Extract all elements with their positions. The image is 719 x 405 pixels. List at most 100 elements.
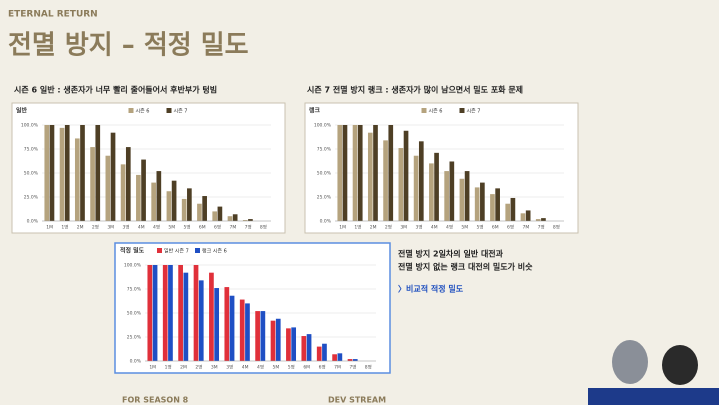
bar <box>337 125 343 221</box>
bar <box>227 216 233 221</box>
x-tick-label: 5M <box>461 225 468 231</box>
bar <box>181 198 187 221</box>
x-tick-label: 4명 <box>257 364 264 371</box>
x-tick-label: 7M <box>334 365 341 371</box>
bar <box>198 280 204 361</box>
bar <box>434 152 439 221</box>
bar <box>141 159 146 221</box>
note-line: 전멸 방지 2일차의 일반 대전과 <box>398 249 504 259</box>
bar <box>171 180 177 221</box>
y-tick-label: 0.0% <box>27 219 39 225</box>
bar <box>352 125 358 221</box>
bar <box>105 155 111 221</box>
x-tick-label: 6M <box>492 225 499 231</box>
bar <box>286 328 291 361</box>
x-tick-label: 6M <box>303 365 310 371</box>
x-tick-label: 8명 <box>365 364 372 371</box>
bar <box>459 178 465 221</box>
x-tick-label: 2M <box>370 225 377 231</box>
bar <box>49 125 55 221</box>
x-tick-label: 1M <box>149 365 156 371</box>
legend-label: 랭크 시즌 6 <box>202 248 227 255</box>
legend-swatch <box>421 108 427 113</box>
bar <box>209 272 214 361</box>
note-line: 전멸 방지 없는 랭크 대전의 밀도가 비슷 <box>398 262 533 272</box>
x-tick-label: 6명 <box>507 224 514 231</box>
x-tick-label: 2M <box>180 365 187 371</box>
bar <box>291 327 297 361</box>
x-tick-label: 2명 <box>385 224 392 231</box>
x-tick-label: 5M <box>273 365 280 371</box>
bar <box>242 220 248 221</box>
legend-label: 시즌 7 <box>174 109 188 115</box>
bar <box>245 303 250 361</box>
x-tick-label: 1M <box>339 225 346 231</box>
bar <box>495 188 500 221</box>
chart-frame <box>304 102 579 234</box>
brand: ETERNAL RETURN <box>8 10 98 20</box>
y-tick-label: 75.0% <box>127 287 142 293</box>
bar <box>162 265 168 361</box>
bar <box>120 164 126 221</box>
footer-right: DEV STREAM <box>328 396 386 405</box>
bar <box>168 265 173 361</box>
bar <box>90 147 95 221</box>
bar <box>332 354 337 361</box>
y-tick-label: 25.0% <box>24 195 39 201</box>
y-tick-label: 100.0% <box>21 123 39 129</box>
bar <box>398 148 404 221</box>
bar <box>197 203 202 221</box>
x-tick-label: 3M <box>400 225 407 231</box>
bar <box>474 187 480 221</box>
legend-swatch <box>166 108 172 113</box>
bar <box>520 213 526 221</box>
bar <box>260 311 266 361</box>
bar <box>74 138 80 221</box>
bar <box>413 155 419 221</box>
bar <box>217 206 223 221</box>
chart-title: 적정 밀도 <box>120 247 145 255</box>
bar <box>464 171 470 221</box>
y-tick-label: 75.0% <box>317 147 332 153</box>
x-tick-label: 7M <box>522 225 529 231</box>
bar <box>322 343 327 361</box>
x-tick-label: 8명 <box>553 224 560 231</box>
legend-label: 일반 시즌 7 <box>164 248 189 255</box>
bar <box>178 265 183 361</box>
y-tick-label: 75.0% <box>24 147 39 153</box>
bar <box>232 214 238 221</box>
mascot <box>662 345 698 385</box>
legend-swatch <box>195 248 200 253</box>
bar <box>525 210 531 221</box>
x-tick-label: 4M <box>431 225 438 231</box>
y-axis-title: 일반 <box>16 107 28 115</box>
bar <box>202 196 207 221</box>
bar <box>147 265 153 361</box>
x-tick-label: 2명 <box>195 364 202 371</box>
bar <box>337 353 343 361</box>
x-tick-label: 4M <box>242 365 249 371</box>
legend-label: 시즌 6 <box>136 109 150 115</box>
bar <box>183 272 189 361</box>
bar <box>239 299 245 361</box>
x-tick-label: 7명 <box>245 224 252 231</box>
bar <box>316 346 322 361</box>
x-tick-label: 5M <box>168 225 175 231</box>
bar <box>347 359 353 361</box>
bar <box>444 171 449 221</box>
legend-label: 시즌 7 <box>467 109 481 115</box>
bar <box>490 194 495 221</box>
y-tick-label: 100.0% <box>124 263 142 269</box>
x-tick-label: 2M <box>77 225 84 231</box>
x-tick-label: 5명 <box>184 224 191 231</box>
slide-title: 전멸 방지 – 적정 밀도 <box>8 31 249 61</box>
bar <box>80 125 85 221</box>
y-tick-label: 50.0% <box>24 171 39 177</box>
bar <box>44 125 50 221</box>
bar <box>367 132 373 221</box>
chart-frame <box>114 242 391 374</box>
note-highlight: 〉비교적 적정 밀도 <box>398 284 464 294</box>
x-tick-label: 4명 <box>446 224 453 231</box>
chart-caption: 시즌 6 일반 : 생존자가 너무 빨리 줄어들어서 후반부가 텅빔 <box>14 85 217 95</box>
